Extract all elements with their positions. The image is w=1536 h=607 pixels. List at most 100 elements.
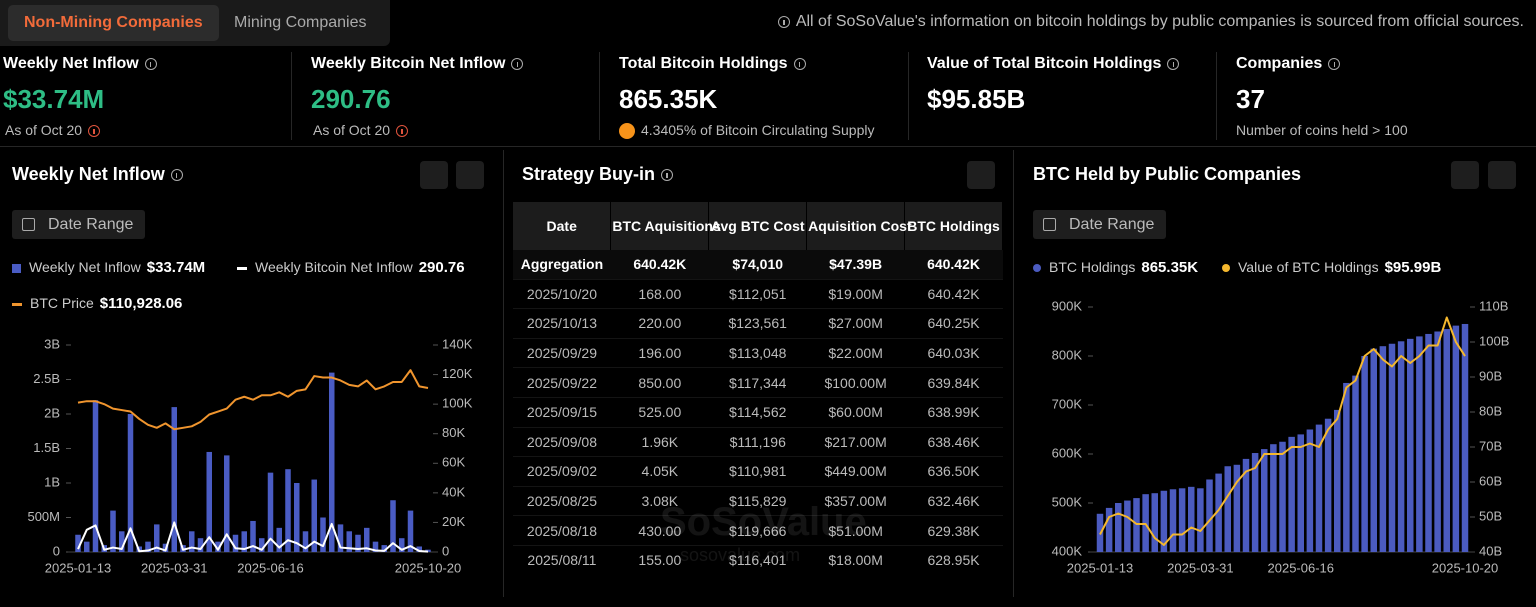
tick-label: 110B — [1479, 298, 1508, 313]
tick-label: 90B — [1479, 368, 1502, 383]
table-row: 2025/09/08 1.96K $111,196 $217.00M 638.46K — [513, 427, 1003, 458]
bar — [84, 541, 90, 552]
tab-bar: Non-Mining Companies Mining Companies — [0, 0, 390, 46]
bar — [206, 451, 212, 552]
bar — [1425, 333, 1432, 552]
bar — [1115, 503, 1122, 552]
table-cell: $357.00M — [806, 486, 905, 517]
strategy-table: Date BTC Aquisitions Avg BTC Cost Aquisitio… — [513, 202, 1003, 574]
tick-label: 70B — [1479, 438, 1502, 453]
bar — [259, 538, 265, 552]
bar — [1370, 348, 1377, 552]
title: Weekly Net Inflow — [12, 164, 165, 184]
label: Value of Total Bitcoin Holdings — [927, 55, 1162, 72]
table-cell: 640.03K — [904, 338, 1003, 369]
bar — [1434, 331, 1441, 552]
bar — [1306, 429, 1314, 552]
bar — [1343, 382, 1350, 552]
label: Total Bitcoin Holdings — [619, 55, 788, 72]
x-tick-label: 2025-01-13 — [45, 560, 112, 575]
bar — [189, 531, 195, 552]
date-range-button[interactable]: Date Range — [12, 210, 146, 239]
tick-label: 140K — [442, 336, 473, 351]
column-header: BTC Aquisitions — [610, 202, 721, 250]
tick-label: 0 — [442, 543, 449, 558]
tab[interactable]: Non-Mining Companies — [8, 5, 219, 41]
legend-name: Value of BTC Holdings — [1238, 259, 1379, 275]
table-cell: $51.00M — [806, 515, 905, 546]
notice: All of SoSoValue's information on bitcoi… — [772, 13, 1524, 31]
table-cell: 629.38K — [904, 515, 1003, 546]
bar — [1261, 449, 1268, 552]
legend-item[interactable]: Value of BTC Holdings $95.99B — [1222, 259, 1441, 276]
share-button[interactable] — [456, 161, 484, 189]
bar — [145, 541, 151, 552]
bar — [1224, 466, 1231, 552]
fullscreen-button[interactable] — [1451, 161, 1479, 189]
column-header: Aquisition Cost — [806, 202, 912, 250]
note: 4.3405% of Bitcoin Circulating Supply — [641, 122, 875, 138]
table-cell: $123,561 — [708, 308, 807, 339]
tick-label: 500M — [27, 509, 60, 524]
date-range-button[interactable]: Date Range — [1033, 210, 1167, 239]
bar — [1206, 479, 1213, 552]
bar — [399, 538, 405, 552]
legend-value: $33.74M — [146, 259, 206, 276]
bar — [416, 546, 422, 552]
stat-value: 37 — [1236, 84, 1265, 114]
legend-item[interactable]: Weekly Net Inflow $33.74M — [12, 259, 205, 276]
bar — [224, 455, 230, 552]
table-cell: 3.08K — [610, 486, 709, 517]
table-row: Aggregation 640.42K $74,010 $47.39B 640.42K — [513, 250, 1003, 280]
bar — [1178, 488, 1186, 552]
tick-label: 3B — [44, 336, 60, 351]
watermark-url: sosovalue.com — [680, 545, 801, 565]
bar — [346, 531, 352, 552]
x-tick-label: 2025-03-31 — [141, 560, 208, 575]
tick-label: 60B — [1479, 473, 1502, 488]
divider — [908, 52, 909, 140]
stat-label: Total Bitcoin Holdings — [619, 55, 812, 73]
bar — [1233, 464, 1241, 552]
legend-item[interactable]: BTC Price $110,928.06 — [12, 295, 182, 312]
x-tick-label: 2025-06-16 — [1268, 560, 1335, 575]
bar — [1242, 458, 1250, 552]
bar — [294, 483, 300, 552]
download-button[interactable] — [967, 161, 995, 189]
bar — [320, 517, 326, 552]
x-tick-label: 2025-03-31 — [1167, 560, 1234, 575]
legend-item[interactable]: BTC Holdings 865.35K — [1033, 259, 1198, 276]
stat-label: Weekly Bitcoin Net Inflow — [311, 55, 529, 73]
fullscreen-button[interactable] — [420, 161, 448, 189]
table-cell: 638.46K — [904, 427, 1003, 458]
note: As of Oct 20 — [313, 122, 391, 138]
table-cell: $110,981 — [708, 456, 807, 487]
note: As of Oct 20 — [5, 122, 83, 138]
bar — [1379, 346, 1387, 552]
tick-label: 80B — [1479, 403, 1502, 418]
tick-label: 800K — [1052, 347, 1083, 362]
legend-item[interactable]: Weekly Bitcoin Net Inflow 290.76 — [237, 259, 465, 276]
tick-label: 40B — [1479, 543, 1502, 558]
table-cell: 155.00 — [610, 545, 709, 574]
bar — [1133, 498, 1140, 552]
legend-value: 290.76 — [418, 259, 465, 276]
bar — [241, 531, 247, 552]
table-cell: $449.00M — [806, 456, 905, 487]
legend-value: $110,928.06 — [99, 295, 183, 312]
bar — [92, 400, 99, 552]
share-button[interactable] — [1488, 161, 1516, 189]
table-cell: 2025/08/25 — [513, 486, 611, 517]
table-cell: 2025/08/18 — [513, 515, 611, 546]
table-cell: $112,051 — [708, 279, 807, 310]
tick-label: 900K — [1052, 298, 1083, 313]
tab[interactable]: Mining Companies — [234, 14, 367, 31]
table-row: 2025/09/15 525.00 $114,562 $60.00M 638.99K — [513, 397, 1003, 428]
bar — [1288, 436, 1295, 552]
table-cell: $60.00M — [806, 397, 905, 428]
panel-title: BTC Held by Public Companies — [1033, 164, 1302, 184]
table-cell: $47.39B — [806, 250, 905, 280]
bar — [1407, 338, 1414, 552]
table-cell: Aggregation — [513, 250, 611, 280]
table-cell: $115,829 — [708, 486, 807, 517]
